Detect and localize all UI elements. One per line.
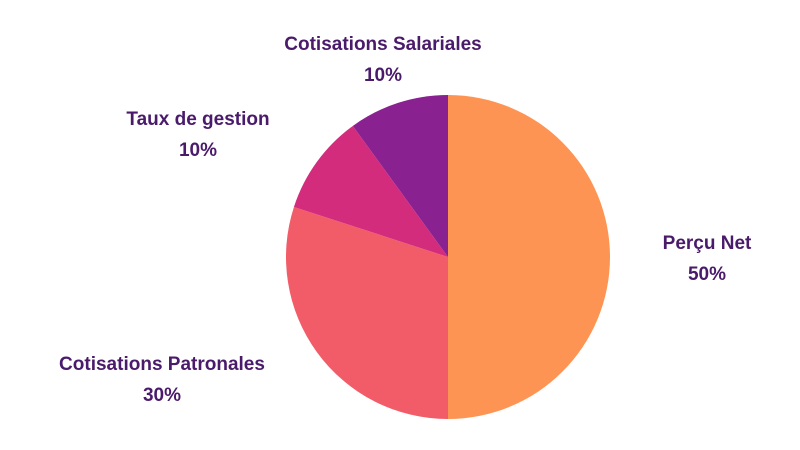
label-cotisations-salariales-value: 10%	[363, 65, 403, 86]
pie-slice-taux-de-gestion	[293, 125, 448, 257]
label-taux-de-gestion: Taux de gestion 10%	[126, 104, 269, 166]
label-cotisations-patronales-name: Cotisations Patronales	[59, 354, 265, 375]
label-cotisations-salariales: Cotisations Salariales 10%	[284, 29, 481, 91]
label-percu-net: Perçu Net 50%	[663, 228, 752, 290]
label-cotisations-salariales-name: Cotisations Salariales	[284, 34, 482, 55]
label-taux-de-gestion-value: 10%	[178, 140, 218, 161]
label-percu-net-value: 50%	[687, 264, 727, 285]
label-taux-de-gestion-name: Taux de gestion	[126, 109, 270, 130]
pie-slice-percu-net	[448, 95, 610, 419]
label-cotisations-patronales-value: 30%	[142, 385, 182, 406]
label-cotisations-patronales: Cotisations Patronales 30%	[59, 349, 265, 411]
pie-slice-cotisations-salariales	[352, 95, 448, 257]
label-percu-net-name: Perçu Net	[662, 233, 752, 254]
pie-slice-cotisations-patronales	[286, 206, 448, 419]
